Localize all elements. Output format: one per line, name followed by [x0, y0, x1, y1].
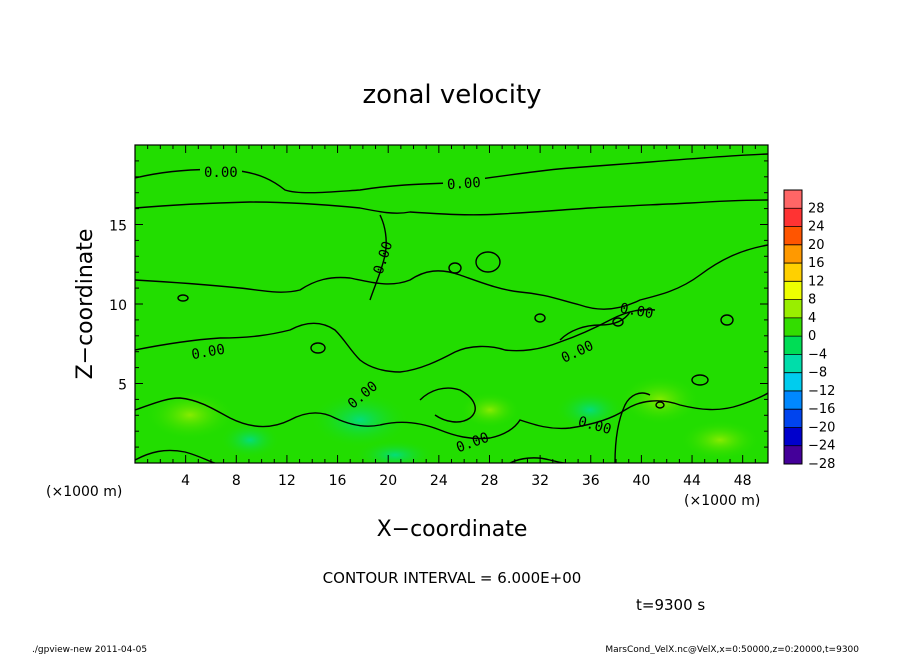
colorbar-tick-label: 24 [808, 220, 825, 235]
contour-label: 0.00 [204, 165, 238, 181]
colorbar-swatch [784, 354, 802, 374]
contour-line [448, 262, 462, 274]
field-shade [145, 390, 235, 440]
colorbar-swatch [784, 409, 802, 428]
contour-line [419, 387, 476, 423]
colorbar-tick-label: 4 [808, 311, 816, 326]
chart-title: zonal velocity [362, 80, 541, 110]
contour-label-bg [443, 175, 485, 191]
field-shade [555, 390, 625, 430]
colorbar-tick-label: −20 [808, 420, 835, 435]
colorbar: 28 24 20 16 12 8 4 0 −4 −8 −12 −16 −20 −24 −28 [783, 189, 835, 472]
x-tick-label: 36 [582, 473, 600, 489]
colorbar-swatch [784, 336, 802, 355]
contour-line [691, 374, 709, 386]
colorbar-swatch [784, 226, 802, 246]
contour-label: 0.00 [619, 301, 655, 323]
x-tick-label: 32 [531, 473, 549, 489]
colorbar-swatch [784, 263, 802, 282]
colorbar-swatch [784, 317, 802, 337]
x-tick-label: 28 [481, 473, 499, 489]
contour-label: 0.00 [447, 175, 482, 193]
colorbar-tick-label: −16 [808, 402, 835, 417]
colorbar-tick-label: 12 [808, 274, 825, 289]
footer-left: ./gpview-new 2011-04-05 [32, 645, 147, 654]
colorbar-tick-label: −4 [808, 347, 827, 362]
contour-lines [135, 153, 768, 463]
colorbar-swatch [784, 281, 802, 301]
y-axis-label: Z−coordinate [73, 229, 98, 380]
y-tick-label: 5 [118, 378, 127, 394]
colorbar-swatch [784, 299, 802, 319]
contour-label-bg [188, 342, 230, 358]
contour-line [135, 308, 656, 373]
colorbar-swatch [784, 390, 802, 410]
x-axis-ticks: 4 8 12 16 20 24 28 32 36 40 44 48 [134, 145, 769, 489]
colorbar-swatch [784, 427, 802, 447]
field-shade [680, 420, 760, 460]
y-axis-ticks: 5 10 15 [109, 144, 768, 464]
contour-line [720, 314, 734, 326]
colorbar-tick-label: −8 [808, 366, 827, 381]
contour-line [559, 311, 631, 341]
colorbar-tick-label: 0 [808, 329, 816, 344]
contour-label-bg [200, 164, 242, 180]
colorbar-swatch [784, 372, 802, 392]
field-shade [355, 440, 435, 463]
x-tick-label: 44 [683, 473, 701, 489]
contour-line [534, 313, 546, 323]
contour-line [135, 199, 768, 216]
x-tick-label: 4 [181, 473, 190, 489]
x-tick-label: 20 [379, 473, 397, 489]
x-tick-label: 48 [734, 473, 752, 489]
contour-line [655, 401, 665, 409]
colorbar-swatch [784, 208, 802, 228]
field-shade [460, 392, 520, 428]
contour-line [612, 317, 624, 327]
time-label: t=9300 s [636, 596, 705, 614]
x-tick-label: 8 [232, 473, 241, 489]
colorbar-tick-label: −24 [808, 439, 835, 454]
field-shade [620, 375, 700, 425]
x-tick-label: 16 [329, 473, 347, 489]
colorbar-swatch [784, 445, 802, 465]
contour-line [135, 392, 768, 440]
x-tick-label: 24 [430, 473, 448, 489]
colorbar-tick-label: 28 [808, 201, 825, 216]
x-axis-label: X−coordinate [377, 517, 528, 542]
x-unit-right: (×1000 m) [684, 493, 760, 509]
contour-line [135, 244, 768, 310]
y-tick-label: 10 [109, 298, 127, 314]
colorbar-tick-label: −28 [808, 457, 835, 472]
contour-label: 0.00 [190, 342, 226, 364]
x-tick-label: 12 [278, 473, 296, 489]
colorbar-tick-label: 20 [808, 238, 825, 253]
contour-line [475, 251, 501, 273]
contour-interval-text: CONTOUR INTERVAL = 6.000E+00 [323, 569, 582, 587]
colorbar-swatch [784, 244, 802, 264]
contour-line [369, 214, 387, 301]
plot-field: 0.00 0.00 0.00 0.00 0.00 0.00 0.00 0.00 … [135, 145, 768, 463]
colorbar-swatch [784, 190, 802, 209]
colorbar-tick-label: 16 [808, 256, 825, 271]
x-unit-left: (×1000 m) [46, 484, 122, 500]
colorbar-tick-label: −12 [808, 384, 835, 399]
contour-line [614, 392, 651, 463]
field-shade [220, 422, 280, 458]
contour-line [135, 449, 216, 463]
contour-line [310, 342, 326, 354]
y-tick-label: 15 [109, 219, 127, 235]
x-tick-label: 40 [632, 473, 650, 489]
footer-right: MarsCond_VelX.nc@VelX,x=0:50000,z=0:2000… [605, 645, 859, 654]
colorbar-tick-label: 8 [808, 293, 816, 308]
contour-line [177, 294, 189, 302]
field-shade [310, 392, 410, 448]
